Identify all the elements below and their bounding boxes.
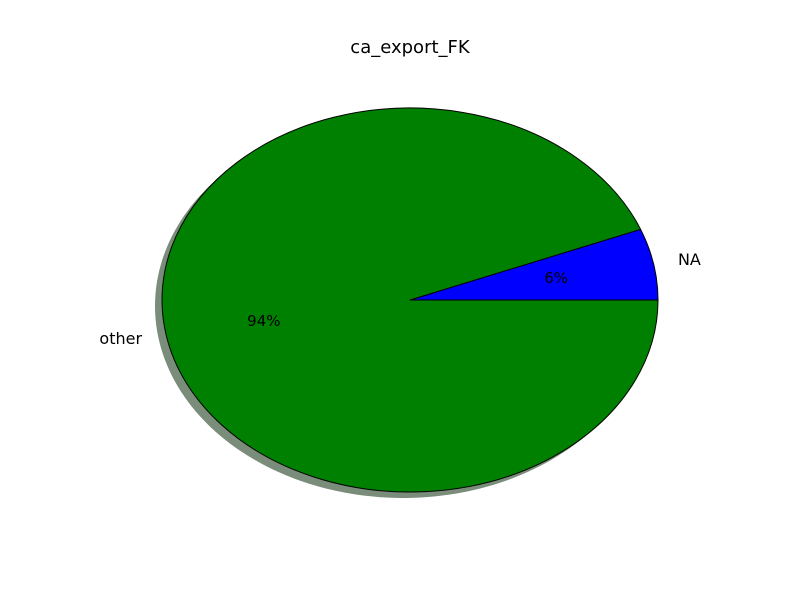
slice-label-na: NA [678, 250, 701, 269]
slice-label-other: other [99, 329, 142, 348]
slice-percent-na: 6% [544, 269, 568, 287]
pie-slice-other [161, 107, 659, 493]
slice-percent-other: 94% [247, 312, 280, 330]
pie-label-layer: NA 6% other 94% [99, 250, 701, 348]
pie-slice-layer [161, 107, 659, 493]
chart-title: ca_export_FK [350, 37, 471, 58]
